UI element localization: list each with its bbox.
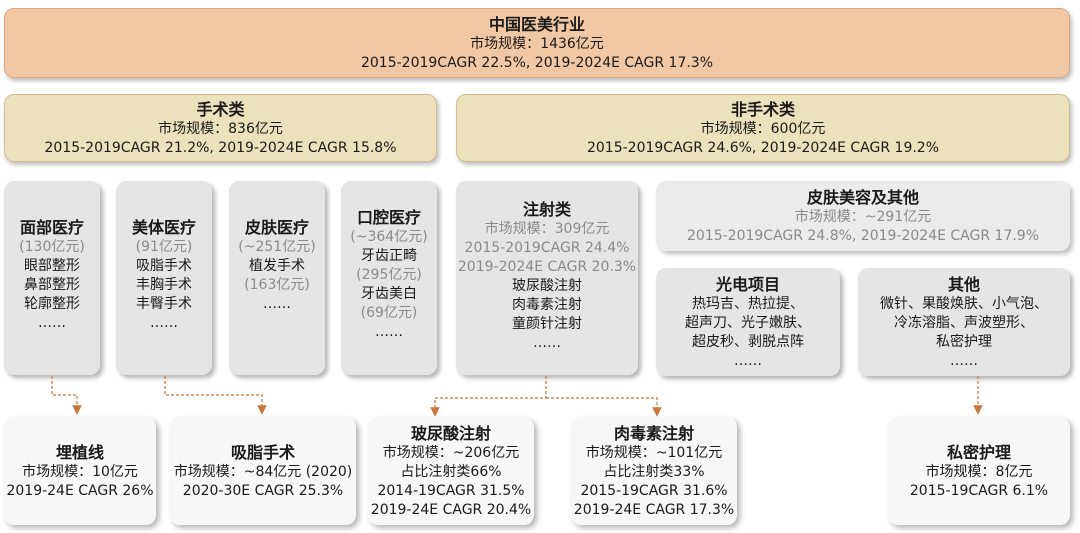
body-item: 吸脂手术: [136, 258, 192, 274]
skincare-title: 皮肤美容及其他: [806, 187, 919, 207]
injection-cagr: 2019-2024E CAGR 20.3%: [457, 259, 637, 275]
other-title: 其他: [947, 274, 980, 294]
injection-title: 注射类: [522, 200, 571, 219]
lipo-box: 吸脂手术 市场规模：~84亿元 (2020) 2020-30E CAGR 25.…: [170, 417, 356, 525]
skin-sub: (163亿元): [244, 277, 310, 293]
other-line: 冷冻溶脂、声波塑形、: [894, 314, 1034, 331]
skincare-cagr: 2015-2019CAGR 24.8%, 2019-2024E CAGR 17.…: [686, 227, 1040, 244]
body-title: 美体医疗: [131, 218, 196, 237]
other-box: 其他 微针、果酸焕肤、小气泡、 冷冻溶脂、声波塑形、 私密护理 ……: [858, 268, 1070, 376]
hyaluronic-box: 玻尿酸注射 市场规模：~206亿元 占比注射类66% 2014-19CAGR 3…: [368, 417, 534, 525]
arrow-face-thread: [51, 376, 82, 415]
injection-item: 童颜针注射: [512, 316, 582, 332]
private-box: 私密护理 市场规模：8亿元 2015-19CAGR 6.1%: [888, 417, 1070, 525]
injection-box: 注射类 市场规模：309亿元 2015-2019CAGR 24.4% 2019-…: [456, 181, 638, 375]
surgical-market: 市场规模：836亿元: [158, 120, 283, 137]
skincare-box: 皮肤美容及其他 市场规模：~291亿元 2015-2019CAGR 24.8%,…: [656, 181, 1070, 251]
hyaluronic-title: 玻尿酸注射: [410, 423, 491, 443]
surgical-title: 手术类: [196, 99, 245, 119]
photo-line: 热玛吉、热拉提、: [692, 295, 804, 312]
injection-item: 玻尿酸注射: [512, 278, 582, 294]
photo-line: 超皮秒、剥脱点阵: [692, 333, 804, 350]
skin-box: 皮肤医疗 (~251亿元) 植发手术 (163亿元) ……: [229, 181, 325, 375]
body-item: 丰胸手术: [136, 277, 192, 293]
face-item: 鼻部整形: [24, 277, 80, 293]
nonsurgical-box: 非手术类 市场规模：600亿元 2015-2019CAGR 24.6%, 201…: [456, 94, 1070, 162]
body-box: 美体医疗 (91亿元) 吸脂手术 丰胸手术 丰臀手术 ……: [116, 181, 212, 375]
oral-sub: (295亿元): [356, 267, 422, 283]
nonsurgical-title: 非手术类: [730, 99, 795, 119]
private-title: 私密护理: [946, 442, 1011, 462]
skincare-market: 市场规模：~291亿元: [794, 208, 932, 225]
arrow-body-lipo: [164, 376, 267, 415]
lipo-cagr: 2020-30E CAGR 25.3%: [182, 482, 344, 499]
body-size: (91亿元): [135, 239, 193, 255]
arrow-injection-split: [430, 376, 547, 417]
oral-more: ……: [375, 324, 403, 340]
other-line: 私密护理: [936, 333, 992, 350]
face-box: 面部医疗 (130亿元) 眼部整形 鼻部整形 轮廓整形 ……: [4, 181, 100, 375]
photo-title: 光电项目: [715, 274, 780, 294]
injection-more: ……: [533, 335, 561, 351]
hyaluronic-cagr: 2019-24E CAGR 20.4%: [370, 501, 532, 518]
root-box: 中国医美行业 市场规模：1436亿元 2015-2019CAGR 22.5%, …: [4, 8, 1070, 78]
thread-cagr: 2019-24E CAGR 26%: [6, 482, 154, 499]
thread-box: 埋植线 市场规模：10亿元 2019-24E CAGR 26%: [4, 417, 156, 525]
arrow-injection-botox: [546, 397, 662, 417]
root-market: 市场规模：1436亿元: [470, 35, 604, 52]
root-title: 中国医美行业: [488, 14, 585, 34]
lipo-market: 市场规模：~84亿元 (2020): [173, 463, 353, 480]
surgical-box: 手术类 市场规模：836亿元 2015-2019CAGR 21.2%, 2019…: [4, 94, 437, 162]
lipo-title: 吸脂手术: [230, 442, 295, 462]
root-cagr: 2015-2019CAGR 22.5%, 2019-2024E CAGR 17.…: [360, 54, 714, 71]
nonsurgical-cagr: 2015-2019CAGR 24.6%, 2019-2024E CAGR 19.…: [586, 139, 940, 156]
photo-line: 超声刀、光子嫩肤、: [685, 314, 811, 331]
skin-more: ……: [263, 296, 291, 312]
thread-market: 市场规模：10亿元: [22, 463, 138, 480]
oral-size: (~364亿元): [350, 229, 428, 245]
body-more: ……: [150, 315, 178, 331]
face-size: (130亿元): [19, 239, 85, 255]
photo-more: ……: [734, 352, 762, 369]
private-market: 市场规模：8亿元: [925, 463, 1033, 480]
botox-market: 市场规模：~101亿元: [585, 444, 723, 461]
injection-item: 肉毒素注射: [512, 297, 582, 313]
hyaluronic-share: 占比注射类66%: [400, 463, 502, 480]
face-more: ……: [38, 315, 66, 331]
hyaluronic-market: 市场规模：~206亿元: [382, 444, 520, 461]
botox-cagr: 2019-24E CAGR 17.3%: [573, 501, 735, 518]
face-title: 面部医疗: [19, 218, 84, 237]
photo-box: 光电项目 热玛吉、热拉提、 超声刀、光子嫩肤、 超皮秒、剥脱点阵 ……: [656, 268, 840, 376]
private-cagr: 2015-19CAGR 6.1%: [909, 482, 1049, 499]
face-item: 眼部整形: [24, 258, 80, 274]
skin-size: (~251亿元): [238, 239, 316, 255]
botox-box: 肉毒素注射 市场规模：~101亿元 占比注射类33% 2015-19CAGR 3…: [571, 417, 737, 525]
other-more: ……: [950, 352, 978, 369]
skin-item: 植发手术: [249, 258, 305, 274]
botox-share: 占比注射类33%: [603, 463, 705, 480]
oral-item: 牙齿美白: [361, 286, 417, 302]
thread-title: 埋植线: [55, 442, 104, 462]
oral-item: 牙齿正畸: [361, 248, 417, 264]
oral-box: 口腔医疗 (~364亿元) 牙齿正畸 (295亿元) 牙齿美白 (69亿元) ……: [341, 181, 437, 375]
body-item: 丰臀手术: [136, 296, 192, 312]
botox-cagr: 2015-19CAGR 31.6%: [580, 482, 728, 499]
oral-sub: (69亿元): [360, 305, 418, 321]
face-item: 轮廓整形: [24, 296, 80, 312]
injection-cagr: 2015-2019CAGR 24.4%: [464, 240, 630, 256]
skin-title: 皮肤医疗: [244, 218, 309, 237]
oral-title: 口腔医疗: [356, 208, 421, 227]
other-line: 微针、果酸焕肤、小气泡、: [880, 295, 1048, 312]
botox-title: 肉毒素注射: [613, 423, 694, 443]
nonsurgical-market: 市场规模：600亿元: [700, 120, 826, 137]
injection-market: 市场规模：309亿元: [484, 221, 610, 237]
hyaluronic-cagr: 2014-19CAGR 31.5%: [377, 482, 525, 499]
surgical-cagr: 2015-2019CAGR 21.2%, 2019-2024E CAGR 15.…: [44, 139, 397, 156]
